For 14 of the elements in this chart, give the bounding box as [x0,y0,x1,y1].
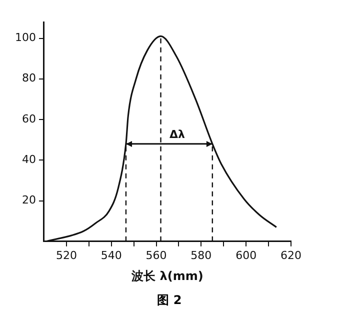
ref-line-label: Δλ [169,128,185,142]
x-axis-title: 波长 λ(mm) [130,268,204,283]
x-tick-label: 580 [190,248,212,262]
caption: 图 2 [156,292,183,309]
x-tick-label: 540 [100,248,122,262]
y-tick-label: 20 [22,194,36,207]
x-tick-label: 600 [236,248,257,262]
x-tick-label: 620 [280,248,302,262]
x-tick-label: 560 [146,248,167,262]
y-tick-label: 80 [22,72,36,85]
y-tick-label: 40 [22,153,36,166]
y-tick-label: 60 [22,112,36,126]
x-tick-label: 520 [56,248,77,262]
y-tick-label: 100 [14,31,36,44]
